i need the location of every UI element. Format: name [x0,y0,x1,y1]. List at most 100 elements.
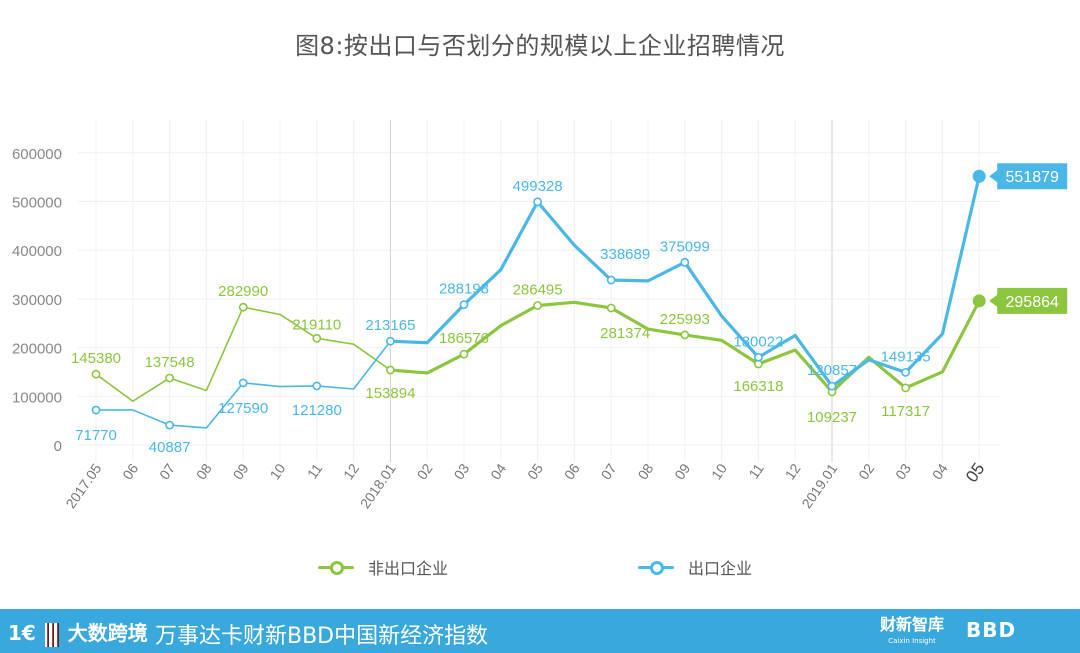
data-point-export [827,381,837,391]
data-label: 186576 [439,330,489,347]
data-label: 225993 [660,311,710,328]
x-tick-label: 06 [119,460,141,482]
x-tick-label: 2017.05 [62,460,104,511]
x-tick-label: 11 [745,460,767,481]
caixin-insight-text: 财新智库 [880,615,945,634]
legend-swatch-icon [638,561,674,575]
data-label: 166318 [733,378,783,395]
data-point-export [238,378,248,388]
data-label: 338689 [600,246,650,263]
end-label-box [989,287,1068,314]
x-tick-label: 06 [561,460,583,482]
data-label: 109237 [807,409,857,426]
data-point-export [459,300,469,310]
grid [78,120,1000,462]
data-label: 213165 [365,317,415,334]
x-tick-label: 12 [340,460,362,482]
x-tick-label: 12 [782,460,804,482]
brand-logo-text: 大数跨境 [67,621,148,645]
axes: 0 100000 200000 300000 400000 500000 600000 201… [12,146,989,511]
x-tick-label: 02 [414,460,436,482]
data-label: 219110 [292,316,341,333]
y-tick-label: 300000 [12,292,62,309]
data-point-export [385,336,395,346]
legend-item-non-export[interactable]: 非出口企业 [318,555,448,579]
data-label: 120857 [807,362,857,379]
data-point-export [91,405,101,415]
x-tick-label: 2018.01 [357,460,399,511]
data-point-non-export [91,369,101,379]
data-point-non-export [680,330,690,340]
data-label: 149135 [881,348,931,365]
data-label: 375099 [660,238,710,255]
end-point-export [972,169,986,183]
x-tick-label: 05 [962,459,988,485]
data-label: 282990 [218,283,268,300]
y-tick-label: 0 [54,438,62,455]
data-point-non-export [901,383,910,393]
footer-banner: 1€ 大数跨境 万事达卡财新BBD中国新经济指数 财新智库 Caixin Ins… [0,609,1080,653]
data-label: 153894 [365,385,415,402]
x-tick-label: 07 [156,460,178,482]
chart-title: 图8:按出口与否划分的规模以上企业招聘情况 [295,32,785,60]
data-point-export [680,257,690,267]
data-labels: 145380 137548 282990 219110 153894 186576 2864… [71,163,1068,456]
x-tick-label: 08 [193,460,215,482]
data-point-non-export [533,301,542,310]
x-tick-label: 10 [708,460,730,482]
legend-label: 非出口企业 [368,559,449,578]
data-label: 281374 [600,325,650,342]
data-point-export [533,197,542,207]
end-label-box [989,163,1068,190]
data-label: 180022 [733,333,783,350]
x-tick-label: 05 [524,460,546,482]
data-point-non-export [459,349,469,359]
x-tick-label: 04 [487,460,509,482]
x-tick-label: 10 [266,460,288,482]
index-name: 万事达卡财新BBD中国新经济指数 [155,624,489,649]
series [91,169,986,430]
y-tick-label: 400000 [12,243,62,260]
x-tick-label: 09 [671,460,693,482]
x-tick-label: 04 [929,460,951,482]
data-point-non-export [238,302,248,312]
brand-logo-dashujk: 1€ 大数跨境 [8,617,148,647]
legend-item-export[interactable]: 出口企业 [638,555,752,579]
legend-dot-non-export [330,561,344,575]
barcode-icon [44,622,59,647]
data-label: 71770 [75,427,117,444]
x-tick-label: 09 [230,460,252,482]
data-label: 145380 [71,350,121,367]
bbd-logo: BBD [966,618,1017,642]
data-label: 288198 [439,281,489,298]
y-tick-label: 600000 [12,146,62,163]
x-tick-label: 08 [634,460,656,482]
data-point-non-export [606,303,616,313]
data-point-non-export [385,365,395,375]
data-point-export [901,367,910,377]
x-tick-label: 03 [892,460,914,482]
caixin-insight-logo: 财新智库 Caixin Insight [880,617,944,649]
end-data-label: 551879 [1006,169,1059,186]
end-data-label: 295864 [1006,294,1059,311]
data-point-non-export [312,333,322,343]
legend-dot-export [650,561,664,575]
data-label: 40887 [149,439,191,456]
data-point-export [165,420,174,430]
data-label: 121280 [292,402,342,419]
data-point-export [312,381,322,391]
data-label: 117317 [881,403,930,420]
y-tick-label: 500000 [12,195,62,212]
data-label: 286495 [513,281,563,298]
x-tick-label: 2019.01 [798,460,840,511]
data-point-export [754,352,763,362]
caixin-insight-subtext: Caixin Insight [888,637,936,645]
end-point-non-export [972,294,986,308]
data-label: 127590 [218,400,268,417]
data-label: 137548 [145,354,195,371]
x-tick-label: 07 [598,460,620,482]
x-tick-label: 02 [855,460,877,482]
y-tick-label: 100000 [12,389,62,406]
y-tick-label: 200000 [12,341,62,358]
legend: 非出口企业 出口企业 [0,555,1080,581]
